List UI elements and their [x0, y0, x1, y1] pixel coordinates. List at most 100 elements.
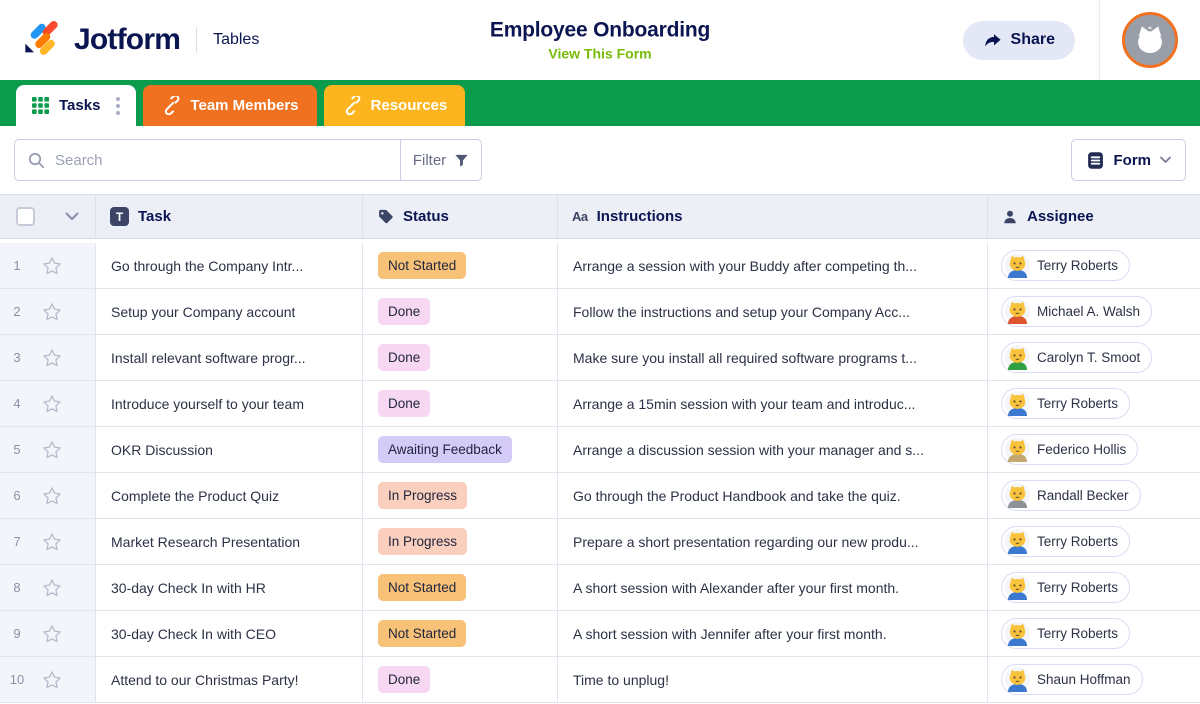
status-cell[interactable]: Not Started — [363, 565, 558, 610]
star-button[interactable] — [40, 392, 64, 416]
star-button[interactable] — [40, 484, 64, 508]
column-header-status[interactable]: Status — [363, 195, 558, 238]
filter-button[interactable]: Filter — [400, 140, 481, 180]
assignee-name: Terry Roberts — [1037, 396, 1119, 411]
row-index-cell: 8 — [0, 565, 96, 610]
assignee-cell[interactable]: Terry Roberts — [988, 611, 1200, 656]
assignee-name: Terry Roberts — [1037, 258, 1119, 273]
status-cell[interactable]: Not Started — [363, 243, 558, 288]
select-all-checkbox[interactable] — [16, 207, 35, 226]
column-header-task[interactable]: T Task — [96, 195, 363, 238]
status-badge[interactable]: Not Started — [378, 574, 467, 601]
column-header-instructions[interactable]: Aa Instructions — [558, 195, 988, 238]
instructions-cell[interactable]: A short session with Alexander after you… — [558, 565, 988, 610]
task-cell[interactable]: Install relevant software progr... — [96, 335, 363, 380]
instructions-cell-text: Arrange a discussion session with your m… — [573, 441, 924, 458]
task-cell[interactable]: Go through the Company Intr... — [96, 243, 363, 288]
assignee-cell[interactable]: Shaun Hoffman — [988, 657, 1200, 702]
instructions-cell[interactable]: Arrange a discussion session with your m… — [558, 427, 988, 472]
status-cell[interactable]: Done — [363, 335, 558, 380]
tab-resources-label: Resources — [370, 97, 448, 114]
assignee-cell[interactable]: Randall Becker — [988, 473, 1200, 518]
status-cell[interactable]: Done — [363, 657, 558, 702]
assignee-cell[interactable]: Federico Hollis — [988, 427, 1200, 472]
status-badge[interactable]: Awaiting Feedback — [378, 436, 512, 463]
task-cell-text: Setup your Company account — [111, 303, 296, 320]
task-cell[interactable]: Market Research Presentation — [96, 519, 363, 564]
column-header-assignee[interactable]: Assignee — [988, 195, 1200, 238]
top-bar: Jotform Tables Employee Onboarding View … — [0, 0, 1200, 80]
row-index-cell: 4 — [0, 381, 96, 426]
task-cell[interactable]: Attend to our Christmas Party! — [96, 657, 363, 702]
status-cell[interactable]: In Progress — [363, 519, 558, 564]
assignee-name: Carolyn T. Smoot — [1037, 350, 1141, 365]
tab-team-members-label: Team Members — [190, 97, 299, 114]
view-this-form-link[interactable]: View This Form — [548, 45, 652, 62]
assignee-cell[interactable]: Terry Roberts — [988, 519, 1200, 564]
star-button[interactable] — [40, 300, 64, 324]
instructions-cell[interactable]: Prepare a short presentation regarding o… — [558, 519, 988, 564]
task-cell[interactable]: 30-day Check In with HR — [96, 565, 363, 610]
star-button[interactable] — [40, 530, 64, 554]
cat-emoji-avatar — [1005, 345, 1030, 370]
assignee-pill: Shaun Hoffman — [1001, 664, 1143, 695]
search-icon — [28, 152, 45, 168]
instructions-cell-text: Follow the instructions and setup your C… — [573, 303, 910, 320]
chevron-down-icon[interactable] — [65, 212, 79, 221]
instructions-cell[interactable]: Go through the Product Handbook and take… — [558, 473, 988, 518]
instructions-cell-text: Prepare a short presentation regarding o… — [573, 533, 919, 550]
star-button[interactable] — [40, 438, 64, 462]
tab-menu-dots-icon[interactable] — [110, 91, 126, 121]
task-cell[interactable]: Introduce yourself to your team — [96, 381, 363, 426]
star-button[interactable] — [40, 346, 64, 370]
star-button[interactable] — [40, 622, 64, 646]
star-button[interactable] — [40, 254, 64, 278]
status-badge[interactable]: Done — [378, 666, 431, 693]
brand[interactable]: Jotform — [18, 18, 181, 62]
task-cell-text: 30-day Check In with HR — [111, 579, 266, 596]
form-view-button[interactable]: Form — [1070, 139, 1186, 181]
search-input[interactable] — [15, 140, 400, 180]
assignee-cell[interactable]: Carolyn T. Smoot — [988, 335, 1200, 380]
assignee-cell[interactable]: Terry Roberts — [988, 381, 1200, 426]
row-number: 6 — [13, 488, 21, 503]
table-row: 10 Attend to our Christmas Party! Done T… — [0, 657, 1200, 703]
row-index-cell: 9 — [0, 611, 96, 656]
cat-emoji-avatar — [1005, 483, 1030, 508]
status-cell[interactable]: Done — [363, 381, 558, 426]
status-badge[interactable]: Done — [378, 344, 431, 371]
task-cell[interactable]: Setup your Company account — [96, 289, 363, 334]
toolbar: Filter Form — [0, 126, 1200, 194]
row-number: 5 — [13, 442, 21, 457]
status-cell[interactable]: Awaiting Feedback — [363, 427, 558, 472]
status-badge[interactable]: Done — [378, 390, 431, 417]
assignee-cell[interactable]: Terry Roberts — [988, 565, 1200, 610]
avatar-button[interactable] — [1122, 12, 1178, 68]
task-cell-text: Complete the Product Quiz — [111, 487, 280, 504]
assignee-cell[interactable]: Michael A. Walsh — [988, 289, 1200, 334]
status-badge[interactable]: Done — [378, 298, 431, 325]
instructions-cell[interactable]: Arrange a 15min session with your team a… — [558, 381, 988, 426]
status-badge[interactable]: In Progress — [378, 528, 468, 555]
status-cell[interactable]: Done — [363, 289, 558, 334]
share-button[interactable]: Share — [962, 20, 1075, 60]
instructions-cell[interactable]: Make sure you install all required softw… — [558, 335, 988, 380]
status-badge[interactable]: Not Started — [378, 252, 467, 279]
tab-tasks[interactable]: Tasks — [16, 85, 137, 126]
instructions-cell[interactable]: Time to unplug! — [558, 657, 988, 702]
status-badge[interactable]: Not Started — [378, 620, 467, 647]
tab-resources[interactable]: Resources — [323, 85, 466, 126]
status-badge[interactable]: In Progress — [378, 482, 468, 509]
assignee-cell[interactable]: Terry Roberts — [988, 243, 1200, 288]
tab-team-members[interactable]: Team Members — [143, 85, 317, 126]
task-cell[interactable]: Complete the Product Quiz — [96, 473, 363, 518]
star-button[interactable] — [40, 576, 64, 600]
status-cell[interactable]: Not Started — [363, 611, 558, 656]
instructions-cell[interactable]: Arrange a session with your Buddy after … — [558, 243, 988, 288]
instructions-cell[interactable]: Follow the instructions and setup your C… — [558, 289, 988, 334]
status-cell[interactable]: In Progress — [363, 473, 558, 518]
star-button[interactable] — [40, 668, 64, 692]
task-cell[interactable]: 30-day Check In with CEO — [96, 611, 363, 656]
instructions-cell[interactable]: A short session with Jennifer after your… — [558, 611, 988, 656]
task-cell[interactable]: OKR Discussion — [96, 427, 363, 472]
